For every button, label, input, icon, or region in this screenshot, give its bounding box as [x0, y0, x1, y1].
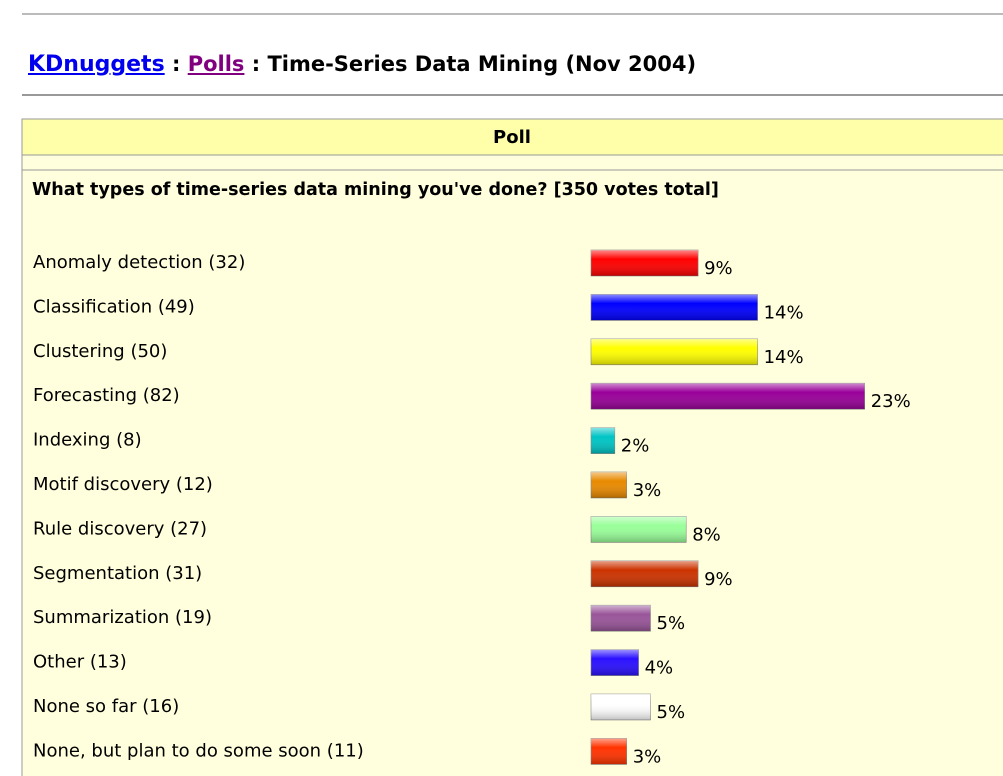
value-label: 5%	[657, 702, 686, 723]
category-label: Clustering (50)	[33, 341, 167, 362]
bar	[590, 560, 699, 588]
poll-question: What types of time-series data mining yo…	[32, 180, 719, 200]
page-title: : Time-Series Data Mining (Nov 2004)	[251, 52, 697, 76]
value-label: 8%	[692, 524, 721, 545]
value-label: 2%	[621, 436, 650, 457]
bar	[590, 338, 758, 366]
value-label: 5%	[657, 613, 686, 634]
value-label: 9%	[704, 569, 733, 590]
value-label: 23%	[871, 391, 911, 412]
bar	[590, 516, 687, 543]
section-link[interactable]: Polls	[187, 52, 245, 76]
category-label: Summarization (19)	[33, 607, 212, 628]
bar	[590, 738, 628, 765]
value-label: 3%	[633, 480, 662, 501]
value-label: 14%	[764, 302, 804, 323]
header-rule	[22, 94, 1003, 96]
bar	[590, 471, 628, 499]
category-label: Segmentation (31)	[33, 563, 202, 584]
value-label: 4%	[645, 658, 674, 679]
poll-title: Poll	[493, 127, 531, 148]
bar	[590, 382, 866, 410]
table-header	[21, 118, 1003, 156]
category-label: Motif discovery (12)	[33, 474, 213, 495]
bar	[590, 649, 639, 676]
category-label: Indexing (8)	[33, 430, 142, 451]
value-label: 3%	[633, 746, 662, 767]
category-label: Classification (49)	[33, 296, 195, 317]
category-label: Rule discovery (27)	[33, 518, 207, 539]
category-label: Forecasting (82)	[33, 385, 180, 406]
top-rule	[22, 13, 1003, 15]
site-link[interactable]: KDnuggets	[28, 52, 165, 77]
separator: :	[171, 52, 181, 76]
category-label: None, but plan to do some soon (11)	[33, 740, 364, 761]
bar	[590, 249, 699, 277]
bar	[590, 693, 651, 721]
table-body	[21, 118, 1003, 776]
bar	[590, 427, 616, 454]
category-label: Other (13)	[33, 652, 127, 673]
bar	[590, 294, 758, 321]
category-label: Anomaly detection (32)	[33, 252, 245, 273]
bar	[590, 604, 651, 632]
value-label: 14%	[764, 347, 804, 368]
category-label: None so far (16)	[33, 696, 179, 717]
page-header: KDnuggets : Polls : Time-Series Data Min…	[28, 52, 696, 77]
value-label: 9%	[704, 258, 733, 279]
